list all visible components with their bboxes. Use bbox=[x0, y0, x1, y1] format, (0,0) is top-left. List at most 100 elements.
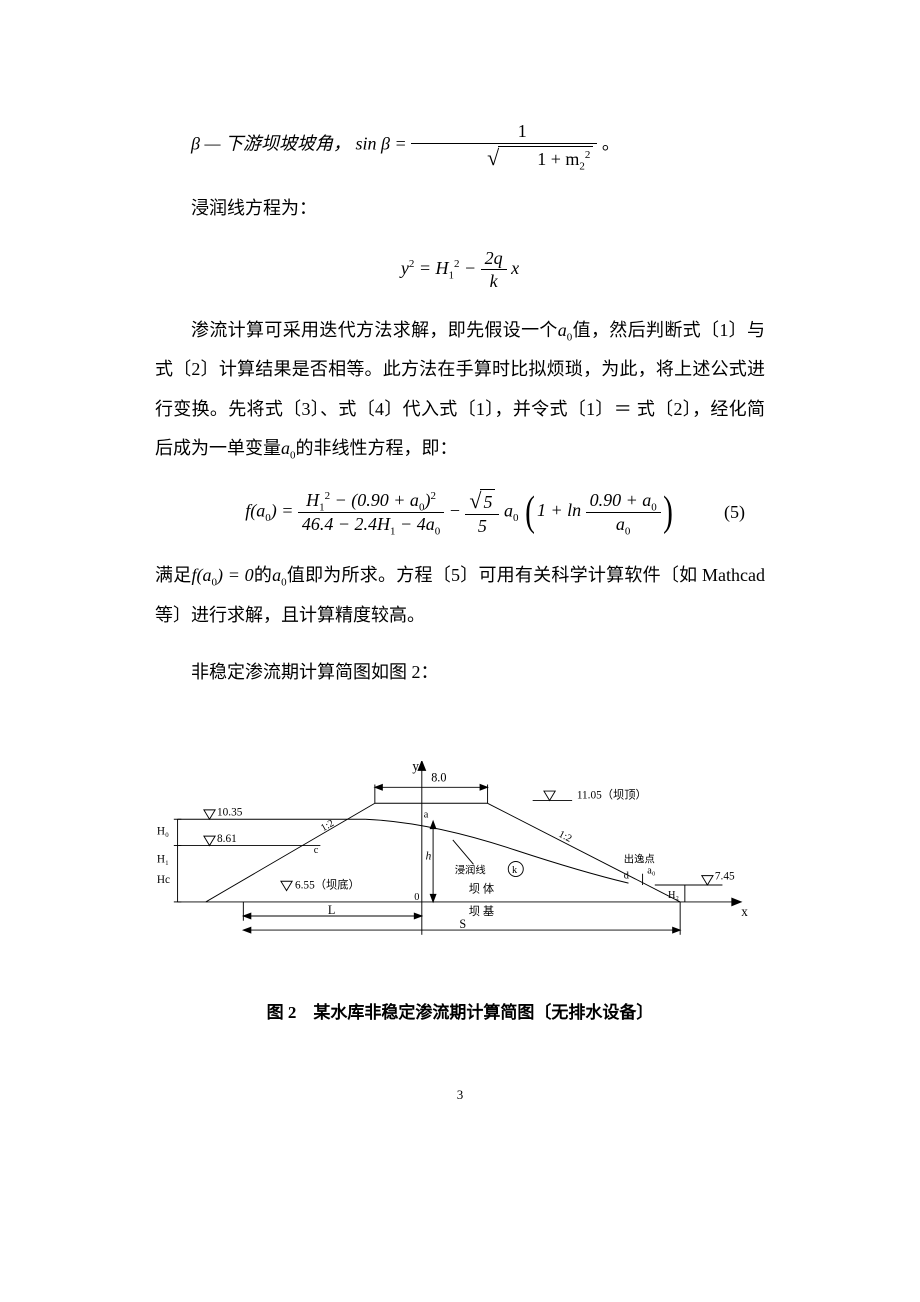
eq5-den1: 46.4 − 2.4H1 − 4a0 bbox=[298, 513, 444, 536]
eq2-ysup: 2 bbox=[409, 258, 415, 270]
Hc-label: Hc bbox=[157, 874, 170, 886]
H1-label: H₁ bbox=[157, 853, 169, 865]
figure-caption: 图 2 某水库非稳定渗流期计算简图〔无排水设备〕 bbox=[155, 994, 765, 1031]
sqrt-sign: √ bbox=[451, 144, 499, 172]
wl-1035: 10.35 bbox=[217, 806, 243, 818]
rparen-icon: ) bbox=[663, 491, 673, 533]
eq5-body: f(a0) = H12 − (0.90 + a0)2 46.4 − 2.4H1 … bbox=[245, 487, 675, 538]
eq5-d1bs: 0 bbox=[435, 526, 441, 538]
eq5-den2: 5 bbox=[465, 515, 499, 538]
eq5-sqrt5b: 5 bbox=[480, 489, 495, 514]
S-label: S bbox=[459, 917, 466, 931]
eq5-n1bsup: 2 bbox=[430, 490, 436, 502]
eq5-d3s: 0 bbox=[625, 526, 631, 538]
eq5-n1H: H bbox=[306, 490, 319, 510]
d-label: d bbox=[624, 870, 630, 881]
eq2-Hsup: 2 bbox=[454, 258, 460, 270]
h-label: h bbox=[426, 850, 432, 862]
eq5-den3: a0 bbox=[586, 513, 661, 536]
eq2-num: 2q bbox=[481, 247, 507, 271]
eq5-f: f(a bbox=[245, 501, 265, 521]
zero-label: 0 bbox=[414, 892, 419, 903]
sinbeta-den: √ 1 + m22 bbox=[411, 144, 597, 172]
sinbeta-num: 1 bbox=[411, 120, 597, 144]
x-axis-label: x bbox=[741, 904, 748, 919]
beta-tail: 。 bbox=[602, 134, 620, 154]
eq5-frac1: H12 − (0.90 + a0)2 46.4 − 2.4H1 − 4a0 bbox=[298, 489, 444, 535]
p4-c: 的 bbox=[254, 565, 272, 585]
eq5-num1: H12 − (0.90 + a0)2 bbox=[298, 489, 444, 513]
eq5: f(a0) = H12 − (0.90 + a0)2 46.4 − 2.4H1 … bbox=[155, 487, 765, 538]
p4-fa: f(a bbox=[191, 565, 211, 585]
eq2-eq: = bbox=[419, 258, 436, 278]
eq5-ia: 1 + ln bbox=[537, 501, 581, 521]
H0-label: H₀ bbox=[157, 825, 169, 837]
sat-line-label: 浸润线 bbox=[455, 863, 486, 876]
wl-861: 8.61 bbox=[217, 833, 237, 845]
crest-level: 11.05（坝顶） bbox=[577, 787, 647, 801]
eq2-den: k bbox=[481, 270, 507, 293]
a-label: a bbox=[424, 809, 429, 820]
eq5-midas: 0 bbox=[513, 512, 519, 524]
base-label: 坝 基 bbox=[469, 904, 494, 918]
eq2-y: y bbox=[401, 258, 409, 278]
lparen-icon: ( bbox=[525, 491, 535, 533]
eq5-num2: √ 5 bbox=[465, 487, 499, 516]
eq5-num3: 0.90 + a0 bbox=[586, 489, 661, 513]
eq5-num: (5) bbox=[724, 493, 745, 533]
slope1: 1:2 bbox=[319, 818, 336, 834]
eq5-frac3: 0.90 + a0 a0 bbox=[586, 489, 661, 535]
eq5-n3a: 0.90 + a bbox=[590, 490, 652, 510]
eq5-minus: − bbox=[449, 501, 466, 521]
p3-a0: a bbox=[558, 320, 567, 340]
sqrt: √ 1 + m22 bbox=[451, 144, 593, 172]
page: β — 下游坝坡坡角， sin β = 1 √ 1 + m22 。 浸润线方程为… bbox=[0, 0, 920, 1170]
para4: 满足f(a0) = 0的a0值即为所求。方程〔5〕可用有关科学计算软件〔如 Ma… bbox=[155, 556, 765, 635]
k-label: k bbox=[512, 865, 518, 876]
bottom-label: 6.55（坝底） bbox=[295, 878, 360, 892]
page-number: 3 bbox=[155, 1081, 765, 1110]
eq5-n1b: − (0.90 + a bbox=[330, 490, 419, 510]
top-width: 8.0 bbox=[431, 770, 446, 784]
y-axis-label: y bbox=[412, 761, 419, 773]
L-label: L bbox=[328, 903, 335, 917]
eq5-frac2: √ 5 5 bbox=[465, 487, 499, 538]
eq5-fclose: ) = bbox=[271, 501, 298, 521]
exit-label: 出逸点 bbox=[624, 852, 655, 865]
eq5-paren: ( 1 + ln 0.90 + a0 a0 ) bbox=[523, 489, 675, 535]
eq5-d1a: 46.4 − 2.4H bbox=[302, 514, 390, 534]
body-label: 坝 体 bbox=[469, 881, 494, 895]
sinbeta-frac: 1 √ 1 + m22 bbox=[411, 120, 597, 171]
eq2-x: x bbox=[511, 258, 519, 278]
rad-inner: 1 + m bbox=[537, 149, 579, 169]
rad-sub: 2 bbox=[579, 160, 585, 172]
eq5-inner: 1 + ln 0.90 + a0 a0 bbox=[537, 489, 661, 535]
p4-a0: a bbox=[272, 565, 281, 585]
beta-lead: β — 下游坝坡坡角， bbox=[191, 134, 351, 154]
para-beta-line: β — 下游坝坡坡角， sin β = 1 √ 1 + m22 。 bbox=[155, 120, 765, 171]
p3-a2: 值，然后判断式〔1〕与式〔2〕计算结果是否相等。此方法在手算时比拟烦琐，为此，将… bbox=[155, 320, 765, 459]
eq2-Hsub: 1 bbox=[449, 269, 455, 281]
eq2-frac: 2q k bbox=[481, 247, 507, 293]
p4-a: 满足 bbox=[155, 565, 191, 585]
slope2: 1:2 bbox=[557, 829, 574, 845]
eq5-d1b: − 4a bbox=[396, 514, 435, 534]
para5: 非稳定渗流期计算简图如图 2： bbox=[155, 653, 765, 693]
eq-y2: y2 = H12 − 2q k x bbox=[155, 247, 765, 293]
p4-fa2: ) = 0 bbox=[217, 565, 254, 585]
eq5-sqrt5: √ 5 bbox=[469, 487, 495, 515]
H2-label: H₂ bbox=[668, 890, 679, 901]
c-label: c bbox=[314, 845, 319, 856]
para-jinrun: 浸润线方程为： bbox=[155, 189, 765, 229]
p3-a0b: a bbox=[281, 438, 290, 458]
para3: 渗流计算可采用迭代方法求解，即先假设一个a0值，然后判断式〔1〕与式〔2〕计算结… bbox=[155, 311, 765, 469]
p3-a3: 的非线性方程，即： bbox=[296, 438, 458, 458]
sqrt-body: 1 + m22 bbox=[498, 146, 593, 171]
a0-label: a₀ bbox=[647, 865, 656, 876]
eq5-d3a: a bbox=[616, 514, 625, 534]
eq2-H: H bbox=[436, 258, 449, 278]
wl-745: 7.45 bbox=[715, 870, 735, 882]
p3-a: 渗流计算可采用迭代方法求解，即先假设一个 bbox=[191, 320, 558, 340]
eq5-n3s: 0 bbox=[651, 502, 657, 514]
eq5-mida: a bbox=[504, 501, 513, 521]
